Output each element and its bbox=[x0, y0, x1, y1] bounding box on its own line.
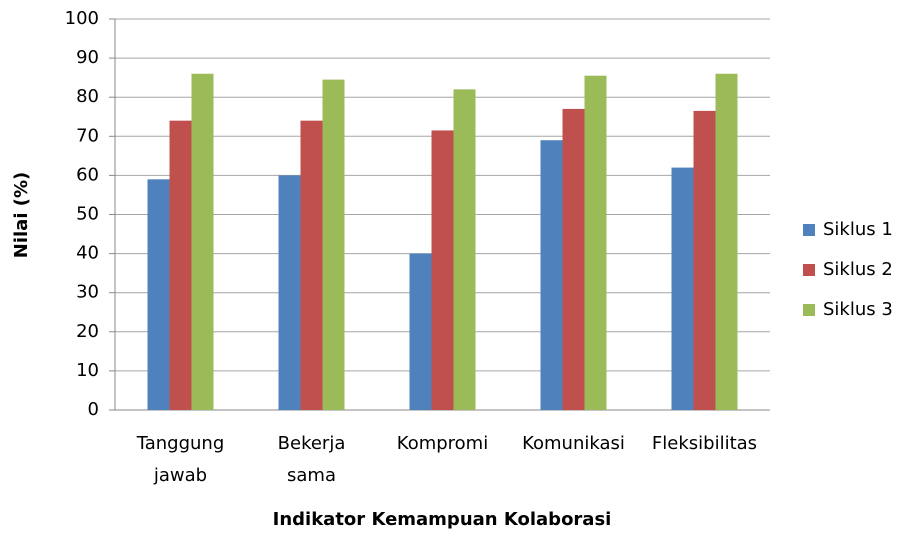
legend-label: Siklus 1 bbox=[823, 219, 893, 240]
x-tick-label: Bekerja sama bbox=[278, 433, 346, 486]
bar bbox=[431, 130, 454, 410]
x-axis-label: Indikator Kemampuan Kolaborasi bbox=[273, 509, 612, 530]
bar bbox=[322, 79, 345, 410]
y-tick-label: 90 bbox=[76, 47, 99, 68]
bar bbox=[562, 108, 585, 411]
x-tick-label: Tanggung jawab bbox=[136, 433, 225, 486]
y-tick-label: 70 bbox=[76, 125, 99, 146]
bar bbox=[147, 179, 170, 410]
legend-label: Siklus 3 bbox=[823, 299, 893, 320]
bar bbox=[169, 120, 192, 410]
legend-label: Siklus 2 bbox=[823, 259, 893, 280]
bar bbox=[693, 110, 716, 410]
bar bbox=[671, 167, 694, 410]
bar bbox=[300, 120, 323, 410]
bar bbox=[715, 73, 738, 411]
bar bbox=[540, 140, 563, 410]
bar bbox=[584, 75, 607, 410]
bar bbox=[278, 175, 301, 410]
y-tick-label: 30 bbox=[76, 282, 99, 303]
bar bbox=[409, 253, 432, 410]
legend-swatch bbox=[803, 304, 815, 316]
legend-swatch bbox=[803, 264, 815, 276]
y-axis-label: Nilai (%) bbox=[11, 172, 32, 258]
y-tick-label: 0 bbox=[88, 399, 99, 420]
y-tick-label: 80 bbox=[76, 86, 99, 107]
x-tick-label: Fleksibilitas bbox=[652, 433, 757, 454]
bar bbox=[191, 73, 214, 411]
x-tick-label: Komunikasi bbox=[522, 433, 625, 454]
y-tick-label: 20 bbox=[76, 321, 99, 342]
y-tick-label: 40 bbox=[76, 243, 99, 264]
y-tick-label: 60 bbox=[76, 164, 99, 185]
y-tick-label: 10 bbox=[76, 360, 99, 381]
x-tick-label: Kompromi bbox=[397, 433, 488, 454]
y-tick-label: 50 bbox=[76, 204, 99, 225]
legend-swatch bbox=[803, 224, 815, 236]
y-tick-label: 100 bbox=[65, 8, 99, 29]
bar bbox=[453, 89, 476, 410]
